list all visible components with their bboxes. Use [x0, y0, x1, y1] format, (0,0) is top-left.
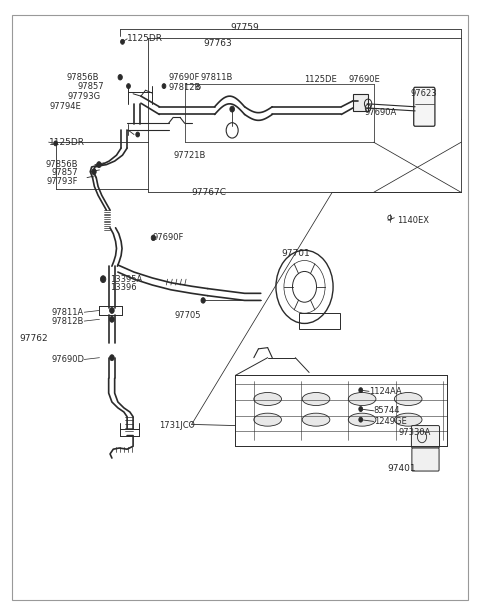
Ellipse shape: [395, 392, 422, 405]
Text: 97857: 97857: [51, 169, 78, 177]
Circle shape: [54, 141, 58, 146]
Circle shape: [120, 39, 124, 44]
Text: 97690D: 97690D: [51, 355, 84, 364]
Text: 1731JC: 1731JC: [159, 421, 188, 430]
Text: 1124AA: 1124AA: [369, 387, 402, 396]
Text: 97721B: 97721B: [173, 151, 205, 160]
Text: 1125DR: 1125DR: [49, 138, 85, 147]
Circle shape: [359, 417, 363, 422]
Text: 97690F: 97690F: [153, 233, 184, 242]
Ellipse shape: [302, 392, 330, 405]
Text: 1125DR: 1125DR: [127, 34, 163, 44]
Circle shape: [136, 132, 140, 137]
Text: 97690F: 97690F: [168, 73, 200, 82]
Text: 97856B: 97856B: [45, 160, 78, 169]
Circle shape: [230, 106, 234, 112]
Circle shape: [359, 407, 363, 411]
Text: 97794E: 97794E: [49, 102, 81, 111]
Text: 85744: 85744: [373, 407, 400, 415]
Text: 97763: 97763: [203, 39, 232, 47]
Circle shape: [201, 298, 205, 303]
FancyBboxPatch shape: [300, 313, 339, 329]
Text: 97857: 97857: [77, 82, 104, 91]
Text: 97759: 97759: [231, 23, 260, 31]
FancyBboxPatch shape: [353, 93, 368, 111]
Circle shape: [96, 162, 101, 167]
Ellipse shape: [395, 413, 422, 426]
Text: 97690A: 97690A: [364, 108, 396, 117]
Text: 97690E: 97690E: [348, 74, 380, 84]
Text: 97401: 97401: [387, 464, 416, 472]
Text: 97762: 97762: [20, 335, 48, 343]
Text: 97793G: 97793G: [68, 92, 101, 101]
Circle shape: [109, 308, 114, 314]
Text: 97793F: 97793F: [46, 177, 78, 186]
Text: 97811B: 97811B: [201, 73, 233, 82]
Text: 97811A: 97811A: [51, 308, 84, 317]
FancyBboxPatch shape: [414, 87, 435, 126]
Ellipse shape: [302, 413, 330, 426]
FancyBboxPatch shape: [411, 426, 440, 448]
Text: 97812B: 97812B: [168, 83, 201, 92]
Circle shape: [359, 387, 363, 392]
Text: 1249GE: 1249GE: [373, 417, 407, 426]
Text: 97856B: 97856B: [67, 73, 99, 82]
Circle shape: [162, 84, 166, 89]
Circle shape: [100, 276, 106, 283]
Text: 1125DE: 1125DE: [304, 74, 337, 84]
Circle shape: [92, 169, 96, 175]
Text: 97701: 97701: [281, 248, 310, 258]
Ellipse shape: [254, 392, 281, 405]
Text: 97767C: 97767C: [192, 188, 227, 197]
Circle shape: [118, 74, 122, 80]
Ellipse shape: [348, 392, 376, 405]
Text: 97623: 97623: [410, 89, 437, 98]
Circle shape: [109, 355, 114, 360]
Text: 13396: 13396: [110, 283, 137, 292]
Ellipse shape: [254, 413, 281, 426]
Text: 97705: 97705: [175, 311, 201, 320]
Circle shape: [109, 316, 114, 322]
Circle shape: [127, 84, 131, 89]
Text: 97330A: 97330A: [399, 428, 432, 437]
Circle shape: [151, 235, 156, 240]
Text: 13395A: 13395A: [110, 275, 142, 284]
Ellipse shape: [348, 413, 376, 426]
Text: 97812B: 97812B: [51, 317, 84, 326]
FancyBboxPatch shape: [412, 448, 439, 471]
Text: 1140EX: 1140EX: [396, 216, 429, 224]
